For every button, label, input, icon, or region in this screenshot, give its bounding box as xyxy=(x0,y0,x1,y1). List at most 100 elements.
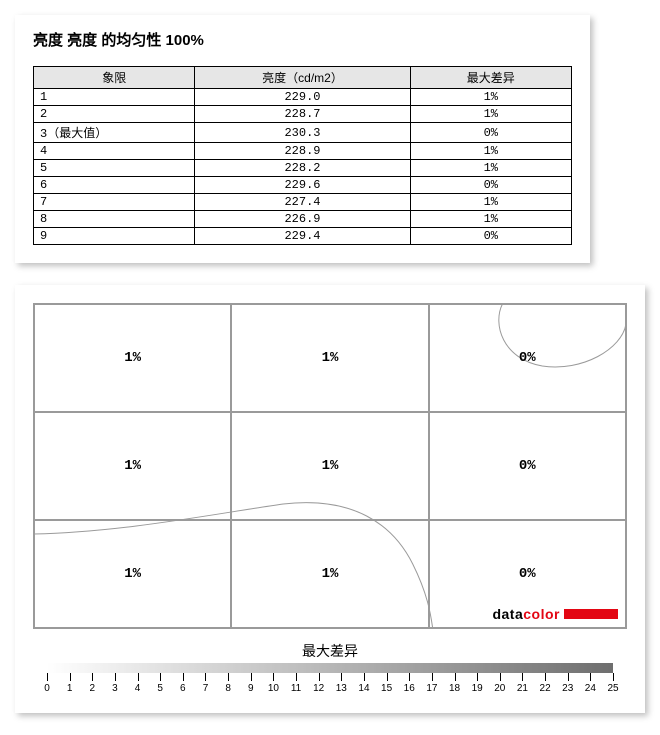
cell-luminance: 228.9 xyxy=(195,143,410,160)
uniformity-table-card: 亮度 亮度 的均匀性 100% 象限 亮度（cd/m2） 最大差异 1229.0… xyxy=(15,15,590,263)
scale-tick xyxy=(319,673,320,681)
cell-maxdiff: 1% xyxy=(410,194,571,211)
scale-number: 7 xyxy=(203,683,209,694)
scale-ticks: 0123456789101112131415161718192021222324… xyxy=(47,663,613,693)
cell-maxdiff: 1% xyxy=(410,89,571,106)
scale-number: 24 xyxy=(585,683,596,694)
scale-number: 21 xyxy=(517,683,528,694)
scale-number: 6 xyxy=(180,683,186,694)
table-row: 3（最大值）230.30% xyxy=(34,123,572,143)
scale-tick xyxy=(500,673,501,681)
cell-luminance: 228.7 xyxy=(195,106,410,123)
scale-tick xyxy=(364,673,365,681)
cell-maxdiff: 1% xyxy=(410,106,571,123)
scale-tick xyxy=(47,673,48,681)
grid-cell: 1% xyxy=(34,520,231,628)
cell-quadrant: 6 xyxy=(34,177,195,194)
scale-number: 11 xyxy=(291,683,301,694)
grid-cell: 0% xyxy=(429,412,626,520)
cell-luminance: 227.4 xyxy=(195,194,410,211)
uniformity-grid: 1%1%0%1%1%0%1%1%0% datacolor xyxy=(33,303,627,629)
scale-tick xyxy=(183,673,184,681)
table-row: 2228.71% xyxy=(34,106,572,123)
scale-tick xyxy=(251,673,252,681)
cell-luminance: 230.3 xyxy=(195,123,410,143)
cell-quadrant: 2 xyxy=(34,106,195,123)
scale-number: 17 xyxy=(426,683,437,694)
table-row: 7227.41% xyxy=(34,194,572,211)
cell-maxdiff: 0% xyxy=(410,228,571,245)
table-row: 9229.40% xyxy=(34,228,572,245)
scale-number: 25 xyxy=(607,683,618,694)
scale-tick xyxy=(205,673,206,681)
scale-tick xyxy=(387,673,388,681)
column-header-luminance: 亮度（cd/m2） xyxy=(195,67,410,89)
grid-cell: 0% xyxy=(429,304,626,412)
scale-number: 20 xyxy=(494,683,505,694)
cell-maxdiff: 1% xyxy=(410,143,571,160)
scale-tick xyxy=(545,673,546,681)
cell-quadrant: 5 xyxy=(34,160,195,177)
scale-tick xyxy=(296,673,297,681)
scale-number: 12 xyxy=(313,683,324,694)
scale-tick xyxy=(138,673,139,681)
scale-tick xyxy=(477,673,478,681)
scale-tick xyxy=(590,673,591,681)
scale-number: 14 xyxy=(358,683,369,694)
scale-tick xyxy=(160,673,161,681)
logo-text: datacolor xyxy=(492,606,560,622)
cell-luminance: 229.4 xyxy=(195,228,410,245)
table-row: 5228.21% xyxy=(34,160,572,177)
scale-number: 23 xyxy=(562,683,573,694)
grid-cell: 1% xyxy=(231,412,428,520)
grid-cell: 1% xyxy=(34,412,231,520)
datacolor-logo: datacolor xyxy=(492,606,618,622)
table-row: 4228.91% xyxy=(34,143,572,160)
scale-number: 4 xyxy=(135,683,141,694)
scale-label: 最大差异 xyxy=(33,641,627,661)
uniformity-grid-card: 1%1%0%1%1%0%1%1%0% datacolor 最大差异 012345… xyxy=(15,285,645,713)
scale-number: 9 xyxy=(248,683,254,694)
cell-luminance: 229.0 xyxy=(195,89,410,106)
cell-maxdiff: 1% xyxy=(410,160,571,177)
cell-quadrant: 1 xyxy=(34,89,195,106)
scale-number: 0 xyxy=(44,683,50,694)
scale-tick xyxy=(92,673,93,681)
cell-quadrant: 4 xyxy=(34,143,195,160)
column-header-maxdiff: 最大差异 xyxy=(410,67,571,89)
table-row: 1229.01% xyxy=(34,89,572,106)
scale-number: 5 xyxy=(157,683,163,694)
scale-tick xyxy=(568,673,569,681)
table-row: 6229.60% xyxy=(34,177,572,194)
cell-quadrant: 3（最大值） xyxy=(34,123,195,143)
scale-number: 19 xyxy=(472,683,483,694)
grid-cell: 1% xyxy=(231,520,428,628)
cell-maxdiff: 0% xyxy=(410,177,571,194)
grid-cell: 1% xyxy=(34,304,231,412)
gradient-scale: 0123456789101112131415161718192021222324… xyxy=(37,663,623,703)
scale-tick xyxy=(341,673,342,681)
scale-number: 22 xyxy=(540,683,551,694)
scale-number: 8 xyxy=(225,683,231,694)
scale-number: 16 xyxy=(404,683,415,694)
scale-number: 18 xyxy=(449,683,460,694)
scale-number: 10 xyxy=(268,683,279,694)
scale-number: 13 xyxy=(336,683,347,694)
cell-quadrant: 7 xyxy=(34,194,195,211)
scale-tick xyxy=(115,673,116,681)
scale-tick xyxy=(70,673,71,681)
scale-number: 1 xyxy=(67,683,73,694)
scale-number: 15 xyxy=(381,683,392,694)
scale-tick xyxy=(228,673,229,681)
table-row: 8226.91% xyxy=(34,211,572,228)
scale-tick xyxy=(522,673,523,681)
cell-quadrant: 9 xyxy=(34,228,195,245)
scale-tick xyxy=(455,673,456,681)
logo-swatch xyxy=(564,609,618,619)
scale-number: 2 xyxy=(89,683,95,694)
grid-cell: 1% xyxy=(231,304,428,412)
cell-luminance: 228.2 xyxy=(195,160,410,177)
scale-tick xyxy=(432,673,433,681)
scale-tick xyxy=(613,673,614,681)
cell-luminance: 229.6 xyxy=(195,177,410,194)
